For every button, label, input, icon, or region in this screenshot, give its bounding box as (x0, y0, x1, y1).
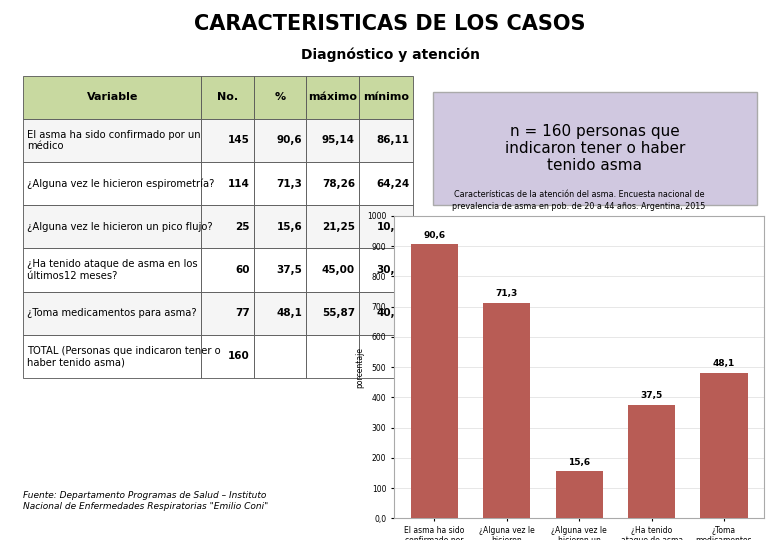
FancyBboxPatch shape (359, 162, 413, 205)
FancyBboxPatch shape (254, 292, 307, 335)
Text: 10,00: 10,00 (377, 222, 410, 232)
FancyBboxPatch shape (359, 292, 413, 335)
FancyBboxPatch shape (23, 119, 201, 162)
Text: 95,14: 95,14 (322, 136, 355, 145)
FancyBboxPatch shape (307, 119, 359, 162)
FancyBboxPatch shape (201, 162, 254, 205)
Text: máximo: máximo (308, 92, 357, 102)
FancyBboxPatch shape (359, 76, 413, 119)
FancyBboxPatch shape (359, 205, 413, 248)
FancyBboxPatch shape (433, 92, 757, 205)
FancyBboxPatch shape (307, 205, 359, 248)
Text: ¿Toma medicamentos para asma?: ¿Toma medicamentos para asma? (27, 308, 197, 318)
Bar (555, 471, 603, 518)
FancyBboxPatch shape (23, 162, 201, 205)
FancyBboxPatch shape (23, 292, 201, 335)
FancyBboxPatch shape (359, 248, 413, 292)
FancyBboxPatch shape (201, 335, 254, 378)
Text: ¿Ha tenido ataque de asma en los
últimos12 meses?: ¿Ha tenido ataque de asma en los últimos… (27, 259, 198, 281)
FancyBboxPatch shape (201, 119, 254, 162)
FancyBboxPatch shape (201, 292, 254, 335)
FancyBboxPatch shape (201, 205, 254, 248)
Text: CARACTERISTICAS DE LOS CASOS: CARACTERISTICAS DE LOS CASOS (194, 14, 586, 34)
FancyBboxPatch shape (307, 248, 359, 292)
Text: 71,3: 71,3 (276, 179, 303, 188)
Text: 160: 160 (228, 352, 250, 361)
FancyBboxPatch shape (359, 335, 413, 378)
Bar (483, 303, 530, 518)
FancyBboxPatch shape (254, 248, 307, 292)
FancyBboxPatch shape (359, 119, 413, 162)
Bar (411, 245, 458, 518)
Title: Características de la atención del asma. Encuesta nacional de
prevalencia de asm: Características de la atención del asma.… (452, 190, 706, 211)
Text: TOTAL (Personas que indicaron tener o
haber tenido asma): TOTAL (Personas que indicaron tener o ha… (27, 346, 221, 367)
Text: Fuente: Departamento Programas de Salud – Instituto
Nacional de Enfermedades Res: Fuente: Departamento Programas de Salud … (23, 491, 268, 511)
FancyBboxPatch shape (254, 162, 307, 205)
Text: ¿Alguna vez le hicieron espirometría?: ¿Alguna vez le hicieron espirometría? (27, 178, 215, 189)
Bar (628, 405, 675, 518)
Text: n = 160 personas que
indicaron tener o haber
tenido asma: n = 160 personas que indicaron tener o h… (505, 124, 685, 173)
Text: 15,6: 15,6 (568, 458, 590, 467)
FancyBboxPatch shape (23, 205, 201, 248)
Text: 30,00: 30,00 (377, 265, 410, 275)
Text: mínimo: mínimo (363, 92, 409, 102)
FancyBboxPatch shape (307, 335, 359, 378)
FancyBboxPatch shape (23, 248, 201, 292)
FancyBboxPatch shape (307, 162, 359, 205)
Text: 37,5: 37,5 (276, 265, 303, 275)
FancyBboxPatch shape (201, 248, 254, 292)
Text: 145: 145 (228, 136, 250, 145)
FancyBboxPatch shape (307, 76, 359, 119)
Text: 86,11: 86,11 (377, 136, 410, 145)
Text: 78,26: 78,26 (322, 179, 355, 188)
Text: 21,25: 21,25 (322, 222, 355, 232)
FancyBboxPatch shape (254, 119, 307, 162)
Text: No.: No. (217, 92, 238, 102)
Text: 37,5: 37,5 (640, 392, 663, 401)
Text: ¿Alguna vez le hicieron un pico flujo?: ¿Alguna vez le hicieron un pico flujo? (27, 222, 213, 232)
Text: Variable: Variable (87, 92, 138, 102)
FancyBboxPatch shape (254, 205, 307, 248)
Text: 71,3: 71,3 (495, 289, 518, 298)
Text: 90,6: 90,6 (424, 231, 445, 240)
Text: 45,00: 45,00 (322, 265, 355, 275)
Text: 60: 60 (235, 265, 250, 275)
FancyBboxPatch shape (201, 76, 254, 119)
Y-axis label: porcentaje: porcentaje (355, 347, 364, 388)
Text: Diagnóstico y atención: Diagnóstico y atención (300, 48, 480, 62)
Text: 25: 25 (235, 222, 250, 232)
FancyBboxPatch shape (23, 76, 201, 119)
FancyBboxPatch shape (254, 335, 307, 378)
Text: 90,6: 90,6 (277, 136, 303, 145)
Text: 64,24: 64,24 (376, 179, 410, 188)
Text: 77: 77 (235, 308, 250, 318)
FancyBboxPatch shape (23, 335, 201, 378)
Text: 15,6: 15,6 (276, 222, 303, 232)
FancyBboxPatch shape (307, 292, 359, 335)
Text: %: % (275, 92, 285, 102)
Text: 48,1: 48,1 (713, 360, 735, 368)
Bar (700, 373, 747, 518)
FancyBboxPatch shape (254, 76, 307, 119)
Text: El asma ha sido confirmado por un
médico: El asma ha sido confirmado por un médico (27, 130, 201, 151)
Text: 48,1: 48,1 (276, 308, 303, 318)
Text: 114: 114 (228, 179, 250, 188)
Text: 40,38: 40,38 (377, 308, 410, 318)
Text: 55,87: 55,87 (322, 308, 355, 318)
